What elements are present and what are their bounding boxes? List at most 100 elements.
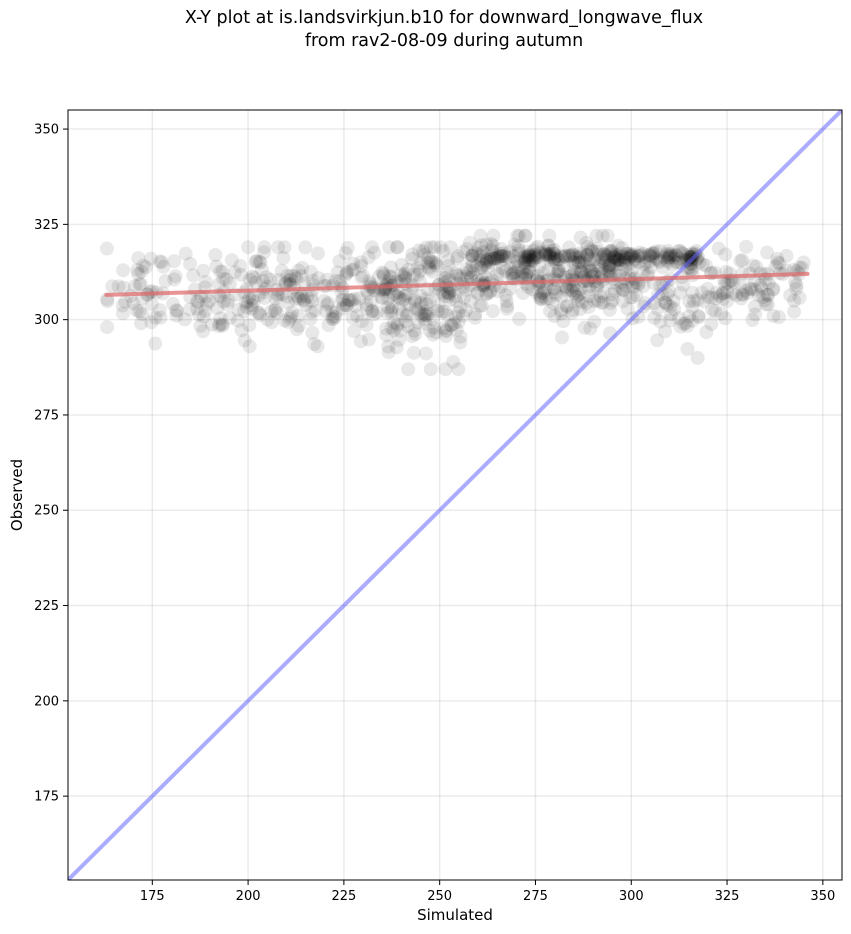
data-point <box>421 259 436 274</box>
data-point <box>662 250 677 265</box>
data-point <box>603 244 618 259</box>
data-point <box>436 321 451 336</box>
data-point <box>468 310 483 325</box>
data-point <box>550 267 565 282</box>
data-point <box>483 249 498 264</box>
data-point <box>572 255 587 270</box>
data-point <box>567 264 582 279</box>
data-point <box>298 240 313 255</box>
data-point <box>547 282 562 297</box>
x-tick-label: 275 <box>523 889 548 904</box>
data-point <box>438 362 453 377</box>
data-point <box>633 248 648 263</box>
data-point <box>473 260 488 275</box>
data-points <box>99 228 811 377</box>
data-point <box>372 269 387 284</box>
data-point <box>298 298 313 313</box>
data-point <box>518 268 533 283</box>
data-point <box>270 305 285 320</box>
data-point <box>666 250 681 265</box>
data-point <box>512 311 527 326</box>
data-point <box>453 329 468 344</box>
y-axis-ticks: 175 200 225 250 275 300 325 350 <box>34 123 68 805</box>
data-point <box>518 228 533 243</box>
data-point <box>346 262 361 277</box>
data-point <box>498 288 513 303</box>
data-point <box>441 258 456 273</box>
plot-frame <box>67 109 843 881</box>
data-point <box>543 246 558 261</box>
data-point <box>533 288 548 303</box>
data-point <box>582 252 597 267</box>
data-point <box>564 268 579 283</box>
data-point <box>379 321 394 336</box>
data-point <box>355 268 370 283</box>
data-point <box>222 276 237 291</box>
data-point <box>571 255 586 270</box>
data-point <box>440 285 455 300</box>
data-point <box>437 304 452 319</box>
data-point <box>524 249 539 264</box>
data-point <box>413 305 428 320</box>
data-point <box>398 271 413 286</box>
data-point <box>712 288 727 303</box>
data-point <box>493 249 508 264</box>
data-point <box>611 248 626 263</box>
data-point <box>395 306 410 321</box>
data-point <box>636 247 651 262</box>
data-point <box>138 260 153 275</box>
data-point <box>337 298 352 313</box>
data-point <box>619 250 634 265</box>
data-point <box>603 244 618 259</box>
data-point <box>700 281 715 296</box>
data-point <box>624 248 639 263</box>
data-point <box>131 267 146 282</box>
data-point <box>439 323 454 338</box>
data-point <box>613 246 628 261</box>
data-point <box>468 307 483 322</box>
data-point <box>517 260 532 275</box>
x-tick-label: 200 <box>236 889 261 904</box>
data-point <box>657 324 672 339</box>
data-point <box>704 316 719 331</box>
data-point <box>641 248 656 263</box>
data-point <box>449 293 464 308</box>
data-point <box>538 247 553 262</box>
data-point <box>532 245 547 260</box>
data-point <box>470 286 485 301</box>
data-point <box>590 241 605 256</box>
data-point <box>699 325 714 340</box>
data-point <box>679 253 694 268</box>
data-point <box>328 273 343 288</box>
data-point <box>761 276 776 291</box>
data-point <box>127 279 142 294</box>
data-point <box>671 244 686 259</box>
data-point <box>649 252 664 267</box>
data-point <box>756 290 771 305</box>
data-point <box>347 291 362 306</box>
data-point <box>465 249 480 264</box>
data-point <box>339 298 354 313</box>
data-point <box>408 327 423 342</box>
data-point <box>560 283 575 298</box>
data-point <box>526 250 541 265</box>
data-point <box>519 249 534 264</box>
data-point <box>412 264 427 279</box>
data-point <box>522 264 537 279</box>
data-point <box>576 260 591 275</box>
data-point <box>473 249 488 264</box>
data-point <box>170 303 185 318</box>
data-point <box>526 244 541 259</box>
data-point <box>271 240 286 255</box>
data-point <box>438 271 453 286</box>
data-point <box>692 255 707 270</box>
data-point <box>268 301 283 316</box>
data-point <box>252 308 267 323</box>
data-point <box>616 282 631 297</box>
data-point <box>460 269 475 284</box>
data-point <box>252 254 267 269</box>
data-point <box>542 247 557 262</box>
data-point <box>573 248 588 263</box>
data-point <box>656 260 671 275</box>
